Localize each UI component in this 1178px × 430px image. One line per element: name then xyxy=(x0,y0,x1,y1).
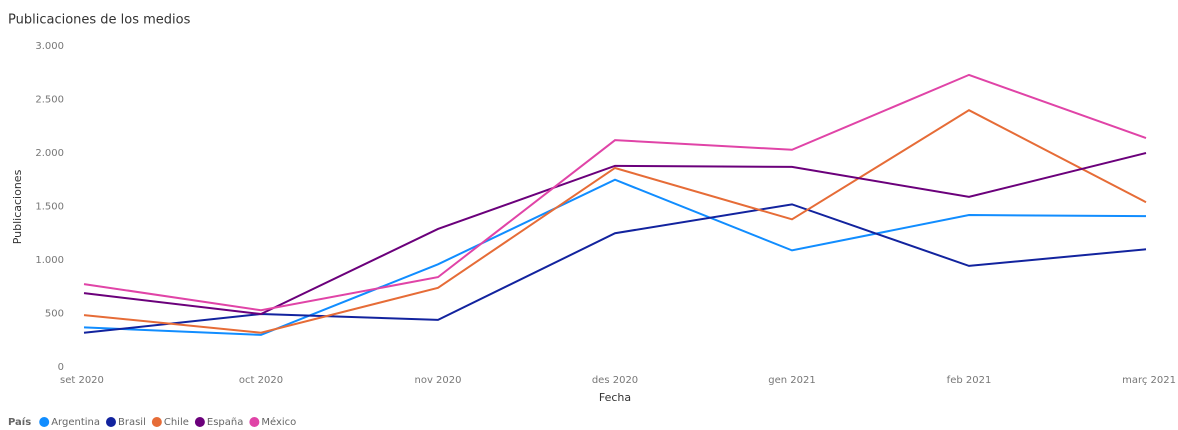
x-tick-label: nov 2020 xyxy=(414,375,461,386)
x-axis-title: Fecha xyxy=(599,391,631,404)
legend-label: Chile xyxy=(164,417,189,428)
legend-label: Brasil xyxy=(118,417,146,428)
x-tick-label: des 2020 xyxy=(592,375,638,386)
x-tick-label: gen 2021 xyxy=(768,375,815,386)
series-line xyxy=(83,73,1147,312)
chart-title: Publicaciones de los medios xyxy=(8,13,191,28)
legend-title: País xyxy=(8,416,31,428)
x-tick-label: març 2021 xyxy=(1122,375,1176,386)
legend-marker xyxy=(151,417,162,427)
y-tick-label: 2.500 xyxy=(35,95,64,106)
legend-marker xyxy=(249,417,260,427)
series-line xyxy=(83,178,1147,336)
y-axis-title: Publicaciones xyxy=(11,169,24,244)
y-tick-label: 3.000 xyxy=(35,41,64,52)
y-tick-label: 500 xyxy=(45,309,64,320)
x-tick-label: oct 2020 xyxy=(239,375,283,386)
legend-label: México xyxy=(261,416,296,428)
legend-marker xyxy=(105,417,116,427)
series-line xyxy=(83,152,1147,316)
y-tick-label: 0 xyxy=(58,362,64,373)
legend-marker xyxy=(194,417,205,427)
legend-label: Argentina xyxy=(51,417,100,428)
x-tick-label: feb 2021 xyxy=(947,375,992,386)
series-line xyxy=(83,203,1147,334)
legend-label: España xyxy=(207,417,243,428)
x-tick-label: set 2020 xyxy=(60,375,104,386)
y-tick-label: 1.500 xyxy=(35,202,64,213)
y-tick-label: 1.000 xyxy=(35,255,64,266)
y-tick-label: 2.000 xyxy=(35,148,64,159)
legend-marker xyxy=(39,417,50,427)
series-line xyxy=(83,109,1147,334)
